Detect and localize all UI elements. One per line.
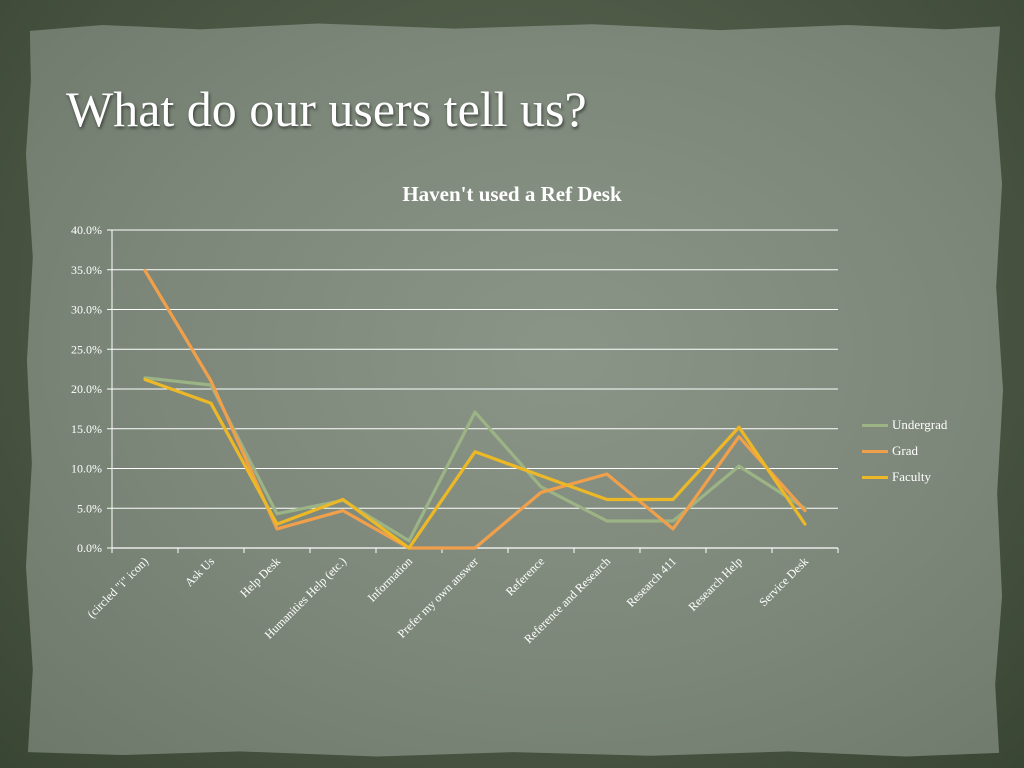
x-tick-label: Research 411 [624,554,680,610]
x-tick-label: (circled "i" icon) [84,554,151,621]
x-tick-label: Ask Us [182,554,217,589]
paper-panel [25,23,1004,757]
legend-item-faculty: Faculty [862,464,947,490]
x-tick-label: Service Desk [756,554,811,609]
legend-label: Undergrad [892,417,948,432]
y-tick-label: 40.0% [71,223,102,237]
legend-label: Grad [892,443,918,458]
legend-swatch [862,449,888,453]
series-line-grad [143,268,807,550]
legend-swatch [862,475,888,479]
chart-title: Haven't used a Ref Desk [402,182,622,206]
x-tick-label: Research Help [686,554,746,614]
legend-swatch [862,423,888,427]
y-tick-label: 0.0% [77,541,102,555]
y-tick-label: 10.0% [71,462,102,476]
x-tick-label: Information [365,554,415,604]
y-tick-label: 5.0% [77,501,102,515]
slide-title: What do our users tell us? [66,81,587,137]
series-line-faculty [143,377,807,550]
y-tick-label: 35.0% [71,263,102,277]
y-tick-label: 15.0% [71,422,102,436]
series-line-undergrad [143,376,807,543]
x-tick-label: Help Desk [237,554,283,600]
y-tick-label: 20.0% [71,382,102,396]
legend-label: Faculty [892,469,931,484]
y-tick-label: 25.0% [71,342,102,356]
legend-item-undergrad: Undergrad [862,412,947,438]
y-tick-label: 30.0% [71,303,102,317]
chart-legend: Undergrad Grad Faculty [862,412,947,490]
x-tick-label: Reference [503,554,547,598]
legend-item-grad: Grad [862,438,947,464]
